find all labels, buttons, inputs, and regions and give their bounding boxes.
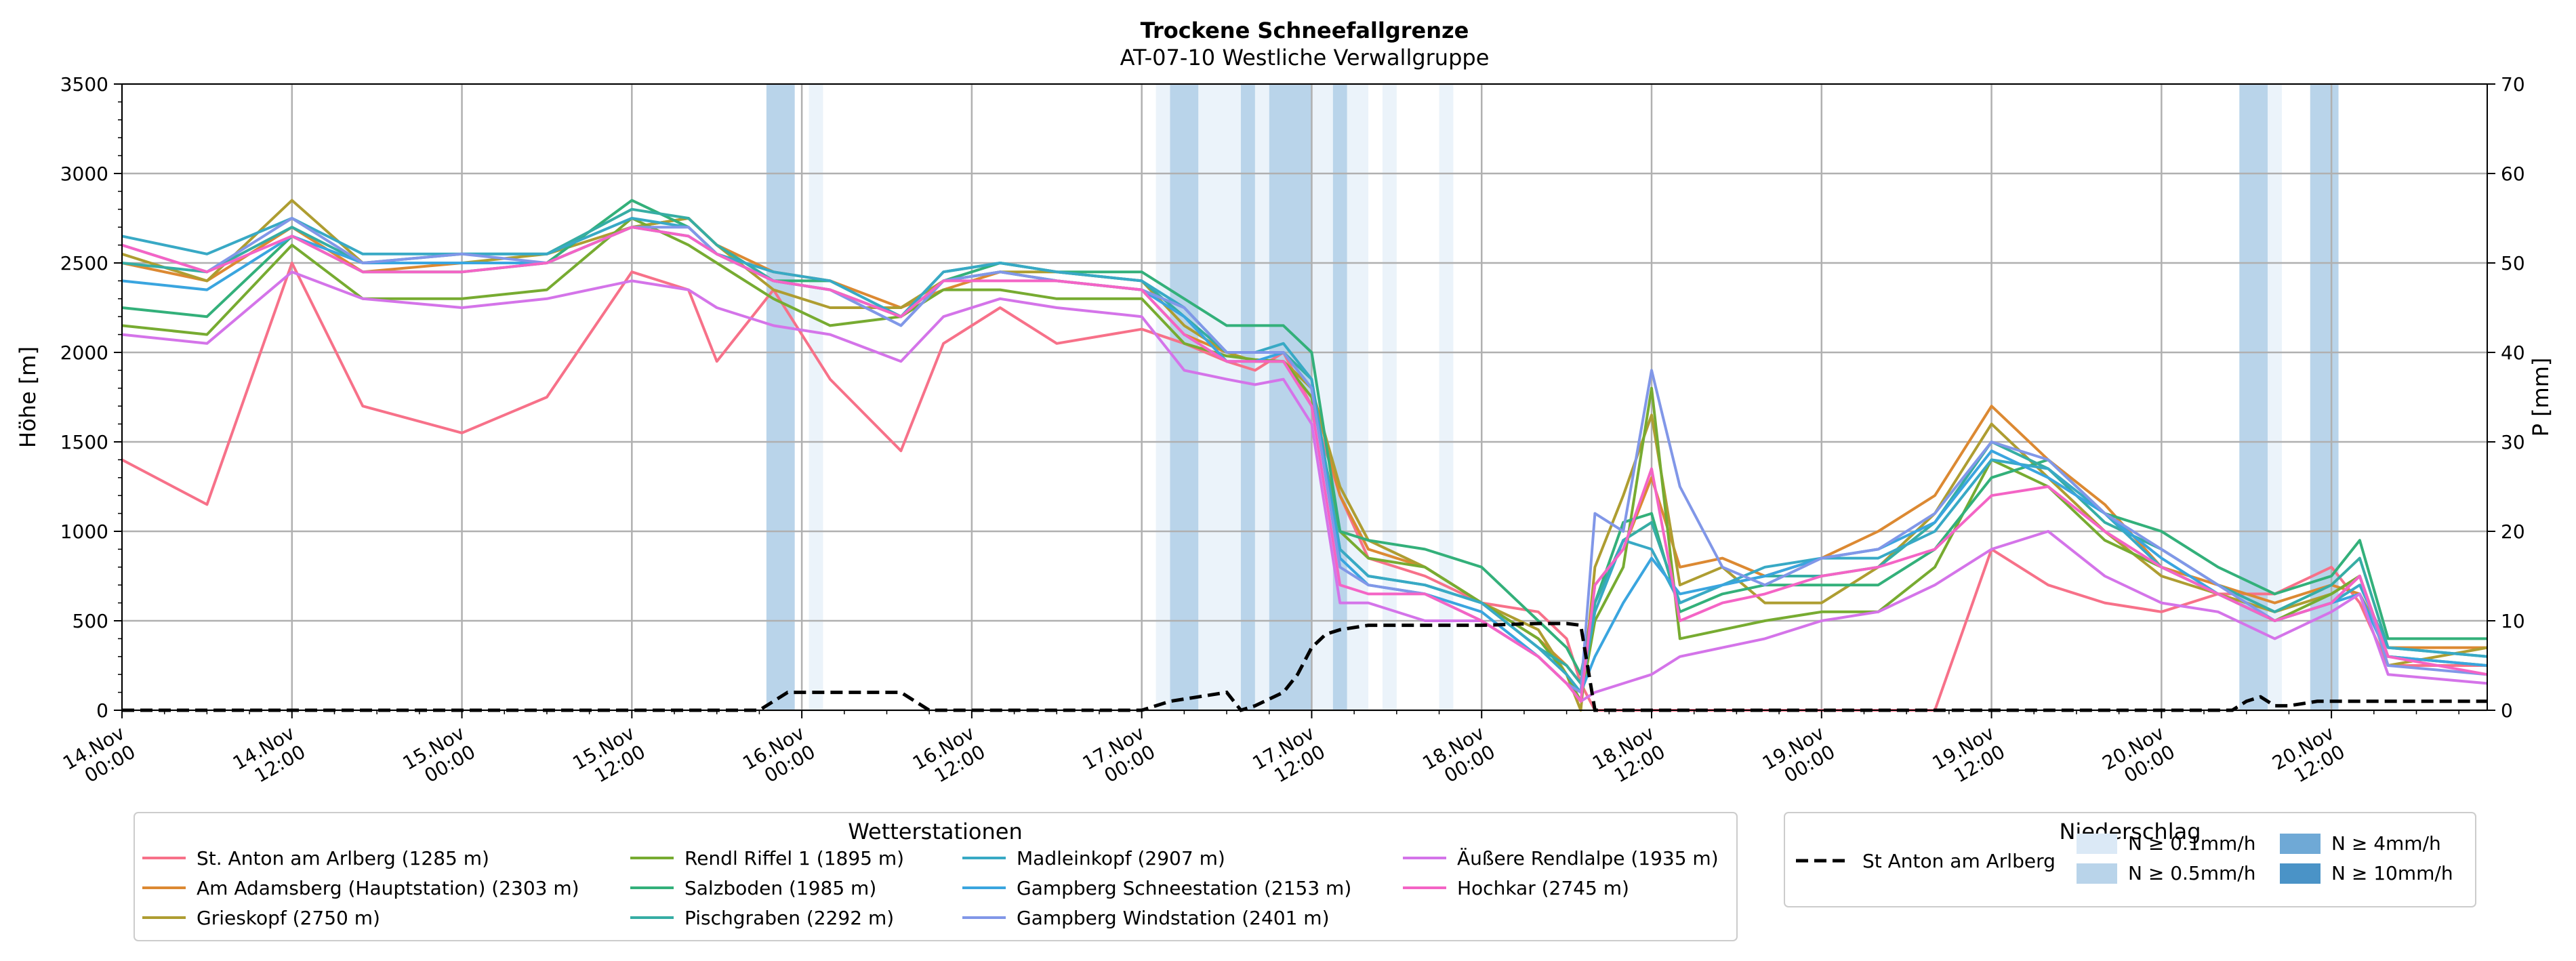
precip-level-label-0: N ≥ 0.1mm/h <box>2128 832 2255 855</box>
y-tick-label-3: 1500 <box>60 431 108 453</box>
precipitation-bands <box>766 84 2339 710</box>
legend-label-4: Salzboden (1985 m) <box>684 877 876 899</box>
precip-level-label-3: N ≥ 10mm/h <box>2331 862 2453 884</box>
stations-legend-box <box>134 812 1738 941</box>
precip-legend-levels: N ≥ 0.1mm/h N ≥ 0.5mm/h N ≥ 4mm/h N ≥ 10mm/… <box>2077 832 2453 884</box>
precip-level-swatch-2 <box>2280 834 2321 854</box>
precip-level-swatch-3 <box>2280 863 2321 884</box>
legend-label-0: St. Anton am Arlberg (1285 m) <box>197 847 489 870</box>
precip-level-label-2: N ≥ 4mm/h <box>2331 832 2441 855</box>
station-line-3 <box>121 217 2488 703</box>
precip-legend-line-label: St Anton am Arlberg <box>1862 850 2056 872</box>
legend-label-6: Madleinkopf (2907 m) <box>1017 847 1225 870</box>
station-lines <box>121 199 2488 712</box>
y-right-tick-label-7: 70 <box>2501 73 2525 96</box>
precip-level-label-1: N ≥ 0.5mm/h <box>2128 862 2255 884</box>
precip-level-swatch-0 <box>2077 834 2117 854</box>
legend-label-7: Gampberg Schneestation (2153 m) <box>1017 877 1351 899</box>
station-line-10 <box>121 226 2488 703</box>
y-right-tick-label-4: 40 <box>2501 342 2525 364</box>
legend-label-2: Grieskopf (2750 m) <box>197 907 380 929</box>
precip-band-3 <box>1170 84 1199 710</box>
legend-label-5: Pischgraben (2292 m) <box>684 907 894 929</box>
precip-band-1 <box>809 84 823 710</box>
precip-band-11 <box>1382 84 1397 710</box>
y-tick-label-7: 3500 <box>60 73 108 96</box>
plot-frame <box>121 83 2488 711</box>
precip-level-swatch-1 <box>2077 863 2117 884</box>
legend-label-8: Gampberg Windstation (2401 m) <box>1017 907 1330 929</box>
y-right-tick-label-6: 60 <box>2501 163 2525 185</box>
station-line-0 <box>121 262 2487 712</box>
stations-legend-title: Wetterstationen <box>848 819 1022 844</box>
y-tick-label-5: 2500 <box>60 252 108 274</box>
precip-band-5 <box>1240 84 1255 710</box>
y-tick-label-0: 0 <box>96 699 108 722</box>
y-right-tick-label-1: 10 <box>2501 610 2525 632</box>
precip-band-6 <box>1254 84 1269 710</box>
precip-line-st-anton <box>122 621 2487 712</box>
chart-title: Trockene Schneefallgrenze <box>1141 18 1469 43</box>
legend-label-9: Äußere Rendlalpe (1935 m) <box>1457 847 1719 870</box>
y-right-tick-label-2: 20 <box>2501 520 2525 543</box>
precip-band-10 <box>1347 84 1369 710</box>
y-tick-label-1: 500 <box>73 610 108 632</box>
precip-band-14 <box>2268 84 2282 710</box>
precip-band-2 <box>1156 84 1170 710</box>
y-axis-right: 0 10 20 30 40 50 60 70 <box>2487 73 2525 722</box>
stations-legend: St. Anton am Arlberg (1285 m) Am Adamsber… <box>142 847 1719 929</box>
legend-label-10: Hochkar (2745 m) <box>1457 877 1629 899</box>
precip-band-4 <box>1198 84 1241 710</box>
y-tick-label-2: 1000 <box>60 520 108 543</box>
precip-band-12 <box>1439 84 1454 710</box>
station-line-9 <box>121 270 2488 703</box>
y-axis-left: 0 500 1000 1500 2000 2500 3000 3500 <box>60 73 122 722</box>
y-axis-title-left: Höhe [m] <box>15 346 41 448</box>
y-right-tick-label-5: 50 <box>2501 252 2525 274</box>
y-axis-title-right: P [mm] <box>2528 358 2554 437</box>
legend-label-3: Rendl Riffel 1 (1895 m) <box>684 847 904 870</box>
y-tick-label-6: 3000 <box>60 163 108 185</box>
y-right-tick-label-0: 0 <box>2501 699 2513 722</box>
y-tick-label-4: 2000 <box>60 342 108 364</box>
chart-subtitle: AT-07-10 Westliche Verwallgruppe <box>1120 45 1490 70</box>
y-right-tick-label-3: 30 <box>2501 431 2525 453</box>
legend-label-1: Am Adamsberg (Hauptstation) (2303 m) <box>197 877 579 899</box>
precip-band-9 <box>1332 84 1347 710</box>
precip-band-0 <box>766 84 795 710</box>
